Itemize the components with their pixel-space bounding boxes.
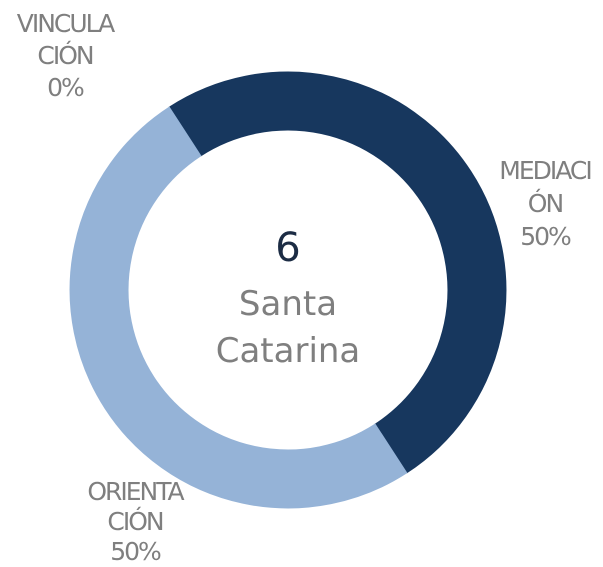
donut-segment — [69, 106, 408, 509]
center-label: Santa Catarina — [216, 284, 361, 371]
value-label: 50% — [110, 537, 161, 566]
value-label: 50% — [520, 222, 571, 251]
category-label: ORIENTA CIÓN — [87, 477, 184, 536]
category-label: VINCULA CIÓN — [17, 9, 115, 70]
value-label: 0% — [47, 73, 84, 102]
donut-segment — [168, 71, 507, 474]
category-label: MEDIACI ÓN — [499, 156, 590, 218]
center-value: 6 — [275, 225, 300, 271]
